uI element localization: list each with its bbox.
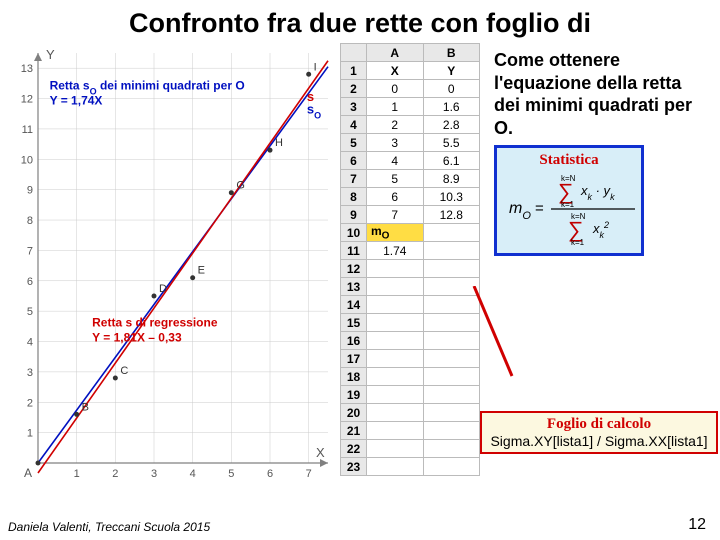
foglio-title: Foglio di calcolo bbox=[486, 416, 712, 433]
svg-text:7: 7 bbox=[306, 468, 312, 480]
svg-text:9: 9 bbox=[27, 185, 33, 197]
svg-text:13: 13 bbox=[21, 63, 33, 75]
svg-text:5: 5 bbox=[27, 306, 33, 318]
svg-text:B: B bbox=[82, 401, 89, 413]
svg-text:X: X bbox=[316, 445, 325, 460]
svg-text:8: 8 bbox=[27, 215, 33, 227]
svg-text:k=1: k=1 bbox=[571, 238, 585, 247]
svg-text:4: 4 bbox=[27, 337, 33, 349]
svg-text:D: D bbox=[159, 283, 167, 295]
svg-text:C: C bbox=[120, 365, 128, 377]
formula-svg: mO=k=N∑k=1xk · ykk=N∑k=1xk2 bbox=[503, 169, 641, 247]
statistica-box: Statistica mO=k=N∑k=1xk · ykk=N∑k=1xk2 bbox=[494, 145, 644, 256]
right-panel: Come ottenere l'equazione della retta de… bbox=[480, 43, 720, 503]
svg-text:3: 3 bbox=[27, 367, 33, 379]
svg-text:2: 2 bbox=[27, 397, 33, 409]
svg-text:E: E bbox=[198, 265, 205, 277]
statistica-title: Statistica bbox=[503, 152, 635, 169]
content-row: 123456712345678910111213XYABCDEGHIRetta … bbox=[0, 43, 720, 503]
svg-text:10: 10 bbox=[21, 154, 33, 166]
svg-text:11: 11 bbox=[22, 124, 33, 136]
svg-text:6: 6 bbox=[267, 468, 273, 480]
page-title: Confronto fra due rette con foglio di bbox=[0, 0, 720, 43]
svg-text:I: I bbox=[314, 61, 317, 73]
foglio-code: Sigma.XY[lista1] / Sigma.XX[lista1] bbox=[486, 433, 712, 449]
svg-text:G: G bbox=[236, 180, 245, 192]
page-number: 12 bbox=[688, 516, 706, 534]
svg-text:1: 1 bbox=[27, 428, 33, 440]
svg-text:7: 7 bbox=[27, 245, 33, 257]
svg-text:4: 4 bbox=[190, 468, 196, 480]
footer-text: Daniela Valenti, Treccani Scuola 2015 bbox=[8, 520, 210, 534]
svg-text:1: 1 bbox=[74, 468, 80, 480]
svg-text:H: H bbox=[275, 137, 283, 149]
svg-text:xk · yk: xk · yk bbox=[580, 183, 615, 202]
svg-text:sO: sO bbox=[307, 102, 321, 121]
svg-text:Y = 1,81X – 0,33: Y = 1,81X – 0,33 bbox=[92, 331, 182, 345]
explanation-text: Come ottenere l'equazione della retta de… bbox=[494, 49, 710, 139]
svg-text:k=1: k=1 bbox=[561, 200, 575, 209]
svg-text:xk2: xk2 bbox=[592, 220, 609, 240]
svg-text:5: 5 bbox=[228, 468, 234, 480]
svg-text:3: 3 bbox=[151, 468, 157, 480]
chart: 123456712345678910111213XYABCDEGHIRetta … bbox=[8, 43, 338, 483]
spreadsheet: AB1XY200311.6422.8535.5646.1758.98610.39… bbox=[340, 43, 480, 503]
svg-text:Y = 1,74X: Y = 1,74X bbox=[50, 94, 103, 108]
svg-text:mO: mO bbox=[509, 200, 531, 222]
svg-text:Y: Y bbox=[46, 47, 55, 62]
svg-text:Retta s di regressione: Retta s di regressione bbox=[92, 315, 218, 329]
svg-text:=: = bbox=[535, 200, 544, 217]
svg-text:2: 2 bbox=[112, 468, 118, 480]
svg-text:A: A bbox=[24, 466, 32, 480]
foglio-box: Foglio di calcolo Sigma.XY[lista1] / Sig… bbox=[480, 411, 718, 454]
svg-text:6: 6 bbox=[27, 276, 33, 288]
svg-text:12: 12 bbox=[21, 94, 33, 106]
